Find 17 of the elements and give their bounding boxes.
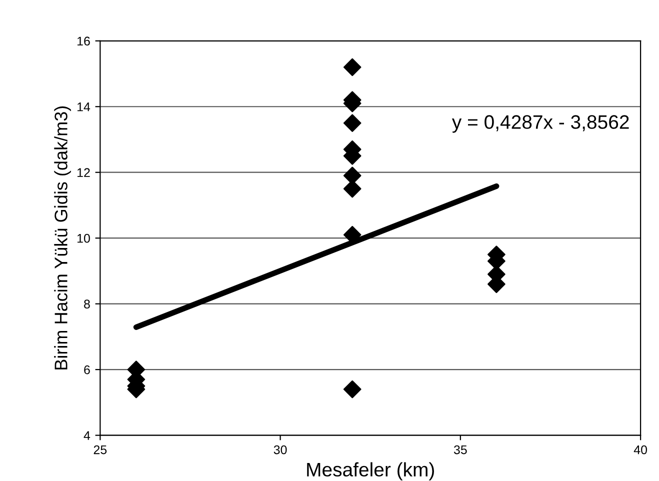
annotation: y = 0,4287x - 3,8562 (452, 115, 629, 133)
y-tick-label: 14 (77, 102, 90, 112)
point (343, 380, 362, 398)
y-tick-label: 8 (84, 300, 90, 308)
y-tick-label: 6 (84, 365, 90, 374)
y-axis-title: Birim Hacim Yükü Gidis (dak/m3) (54, 106, 71, 370)
x-tick-label: 40 (634, 445, 648, 454)
point (343, 58, 362, 76)
y-tick-label: 16 (77, 36, 90, 46)
y-tick-label: 10 (77, 234, 90, 243)
y-tick-label: 4 (84, 431, 90, 440)
x-tick-label: 25 (94, 445, 107, 454)
x-tick-label: 35 (454, 445, 467, 454)
x-axis-title: Mesafeler (km) (307, 462, 434, 480)
x-tick-label: 30 (274, 445, 287, 454)
y-tick-label: 12 (77, 168, 90, 177)
point (343, 114, 362, 132)
